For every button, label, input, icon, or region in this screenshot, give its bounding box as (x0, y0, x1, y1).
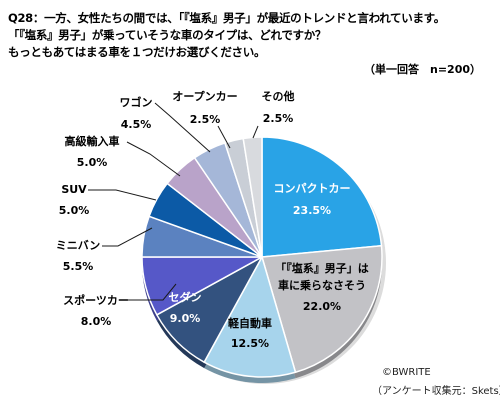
leader-line (126, 141, 181, 177)
slice-value-label: 2.5% (263, 112, 294, 125)
slice-label: オープンカー (172, 89, 237, 103)
slice-label: 車に乗らなさそう (278, 278, 366, 292)
pie-slice (261, 136, 383, 258)
slice-label: SUV (61, 183, 87, 196)
slice-value-label: 4.5% (121, 118, 152, 131)
leader-line (217, 125, 231, 149)
slice-value-label: 5.5% (63, 260, 94, 273)
slice-value-label: 5.0% (59, 204, 90, 217)
slice-label: その他 (262, 89, 295, 103)
pie-slice (203, 256, 297, 378)
source-text: （アンケート収集元：Skets） (372, 386, 500, 397)
slice-label: ミニバン (56, 239, 101, 252)
question-text: Q28：一方、女性たちの間では、「『塩系』男子」が最近のトレンドと言われています… (8, 10, 494, 61)
leader-line (88, 189, 157, 201)
question-line-2: 「『塩系』男子」が乗っていそうな車のタイプは、どれですか？ (8, 28, 327, 42)
slice-value-label: 8.0% (81, 315, 112, 328)
slice-value-label: 2.5% (190, 113, 221, 126)
slice-value-label: 12.5% (231, 337, 269, 350)
slice-label: スポーツカー (63, 293, 129, 307)
leader-line (128, 283, 177, 301)
question-line-1: Q28：一方、女性たちの間では、「『塩系』男子」が最近のトレンドと言われています… (8, 11, 445, 25)
pie-slice (242, 136, 263, 258)
pie-slice (261, 244, 383, 373)
copyright-text: ©BWRITE (382, 367, 431, 378)
slice-label: 「『塩系』男子」は (275, 261, 369, 275)
question-line-3: もっともあてはまる車を１つだけお選びください。 (8, 45, 266, 59)
slice-label: 軽自動車 (228, 316, 272, 330)
leader-line (252, 125, 259, 139)
slice-label: コンパクトカー (274, 182, 351, 195)
leader-line (102, 227, 153, 247)
slice-label: ワゴン (120, 95, 153, 109)
slice-label: セダン (169, 290, 202, 304)
slice-value-label: 5.0% (77, 156, 108, 169)
slice-value-label: 22.0% (303, 300, 341, 313)
sample-size-note: （単一回答 n=200） (364, 63, 482, 76)
leader-line (154, 102, 211, 153)
slice-value-label: 23.5% (293, 204, 331, 217)
slice-value-label: 9.0% (170, 312, 201, 325)
slice-label: 高級輸入車 (65, 134, 120, 148)
